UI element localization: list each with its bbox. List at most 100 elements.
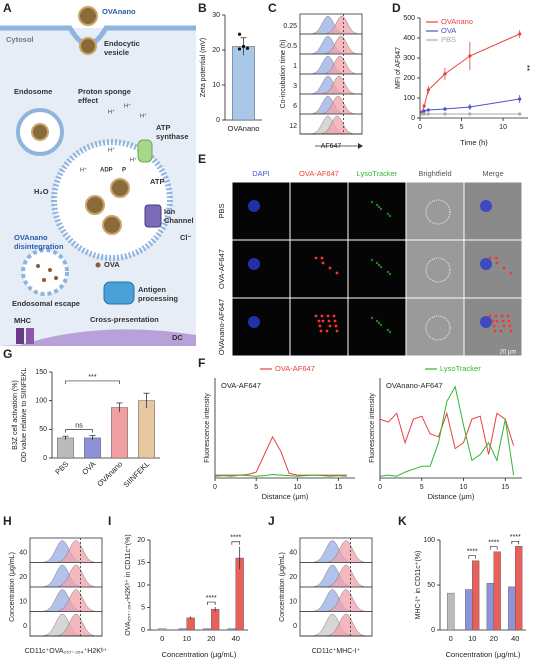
signal <box>388 330 392 334</box>
signal <box>379 265 383 269</box>
row-label: 0 <box>293 623 297 630</box>
panel-letter: D <box>392 1 401 15</box>
signal <box>318 324 322 328</box>
ova-dot <box>95 262 101 268</box>
panel-letter: A <box>3 1 12 15</box>
y-tick-label: 0 <box>216 117 220 124</box>
diagram-label: H⁺ <box>140 112 147 119</box>
signal <box>488 256 492 260</box>
y-tick-label: 15 <box>137 559 145 566</box>
micrograph <box>348 182 406 240</box>
diagram-label: Proton sponge <box>78 87 131 96</box>
series-line <box>214 473 347 477</box>
row-header: PBS <box>217 203 226 218</box>
diagram-label: Cl⁻ <box>180 233 192 242</box>
series-line <box>215 435 347 476</box>
nucleus <box>480 200 492 212</box>
row-label: 0.5 <box>287 43 297 50</box>
point <box>443 112 447 116</box>
scale-bar-label: 20 μm <box>500 350 517 356</box>
signal <box>493 329 497 333</box>
x-tick-label: 0 <box>160 634 164 643</box>
x-axis-label: Concentration (μg/mL) <box>446 650 521 659</box>
panel-letter: H <box>3 514 12 528</box>
point <box>518 112 522 116</box>
panel-letter: K <box>398 514 407 528</box>
signal <box>502 266 506 270</box>
signal <box>491 319 495 323</box>
signal <box>375 261 379 265</box>
bracket <box>468 555 477 559</box>
y-axis-label: Fluorescence intensity <box>369 393 376 463</box>
panel-letter: G <box>3 347 12 361</box>
point <box>237 47 242 51</box>
signal <box>488 314 492 318</box>
y-tick-label: 400 <box>403 35 415 42</box>
signal <box>379 323 383 327</box>
bar <box>465 589 473 631</box>
row-label: 1 <box>293 63 297 70</box>
nucleus <box>480 258 492 270</box>
row-label: 6 <box>293 103 297 110</box>
signal <box>377 263 381 267</box>
bar <box>486 583 494 631</box>
signal <box>370 200 374 204</box>
bracket <box>489 546 498 550</box>
signal <box>388 272 392 276</box>
y-axis-label: MHC-I⁺ in CD11c⁺(%) <box>415 551 422 620</box>
y-tick-label: 150 <box>35 369 47 376</box>
mhc <box>26 328 34 344</box>
x-tick-label: 0 <box>213 484 217 491</box>
point <box>426 108 430 112</box>
bar <box>203 628 212 631</box>
diagram-label: DC <box>172 333 183 342</box>
column-header: Merge <box>482 169 503 178</box>
x-axis-label: Distance (μm) <box>428 492 475 501</box>
point <box>422 112 426 116</box>
nucleus <box>480 316 492 328</box>
row-label: 0 <box>23 623 27 630</box>
legend-label: OVAnano <box>441 17 473 26</box>
signal <box>370 258 374 262</box>
bar <box>138 400 155 459</box>
y-tick-label: 50 <box>39 426 47 433</box>
bar <box>508 586 516 631</box>
point <box>426 88 430 92</box>
bracket <box>206 601 216 606</box>
y-tick-label: 500 <box>403 15 415 22</box>
signal <box>320 314 324 318</box>
micrograph <box>464 240 522 298</box>
bar <box>178 628 187 631</box>
panel-letter: E <box>198 152 206 166</box>
nucleus <box>248 258 260 270</box>
x-tick-label: 5 <box>460 124 464 131</box>
signal <box>370 316 374 320</box>
y-tick-label: 30 <box>212 12 220 19</box>
micrograph <box>464 182 522 240</box>
x-tick-label: 5 <box>420 484 424 491</box>
micrograph <box>348 298 406 356</box>
y-tick-label: 20 <box>212 47 220 54</box>
point <box>245 46 250 50</box>
micrograph <box>232 182 290 240</box>
row-label: 40 <box>289 550 297 557</box>
diagram-label: P <box>122 168 126 174</box>
micrograph <box>464 298 522 356</box>
signal <box>317 319 321 323</box>
point <box>426 112 430 116</box>
point <box>443 107 447 111</box>
micrograph <box>290 298 348 356</box>
y-axis-label: OD value relative to SIINFEKL <box>21 368 28 463</box>
signal <box>328 266 332 270</box>
signal <box>326 314 330 318</box>
x-tick-label: SIINFEKL <box>121 459 151 489</box>
proteasome <box>103 281 135 305</box>
annotation: **** <box>206 595 217 602</box>
diagram-label: Endosome <box>14 87 52 96</box>
bracket <box>65 380 120 384</box>
bar <box>515 546 523 631</box>
micrograph <box>406 298 464 356</box>
x-tick-label: OVA <box>80 459 97 476</box>
ova-dot <box>48 268 52 272</box>
